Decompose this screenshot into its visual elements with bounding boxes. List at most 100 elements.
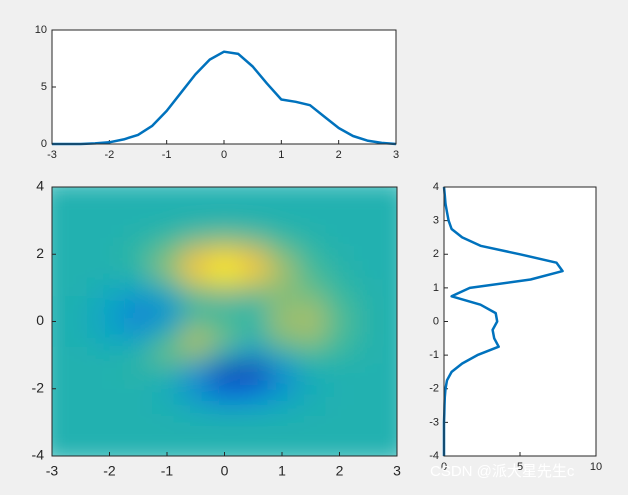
heatmap-cell: [238, 187, 269, 196]
heatmap-cell: [325, 212, 355, 230]
heatmap-cell: [238, 363, 269, 381]
heatmap-cell: [123, 346, 154, 365]
heatmap-cell: [66, 413, 96, 432]
heatmap-cell: [152, 329, 182, 348]
heatmap-cell: [296, 313, 326, 331]
heatmap-cell: [325, 397, 355, 415]
heatmap-cell: [152, 397, 182, 415]
heatmap-cell: [325, 413, 355, 432]
heatmap-cell: [353, 413, 384, 432]
heatmap-cell: [152, 212, 182, 230]
heatmap-cell: [95, 430, 125, 449]
heatmap-cell: [238, 279, 269, 297]
y-tick-label: -1: [429, 349, 439, 361]
heatmap-cell: [181, 279, 211, 297]
heatmap-cell: [66, 262, 96, 280]
heatmap-cell: [353, 430, 384, 449]
heatmap-cell: [52, 187, 67, 196]
heatmap-cell: [210, 447, 240, 456]
heatmap-cell: [382, 363, 397, 381]
heatmap-cell: [152, 447, 182, 456]
x-tick-label: -1: [162, 149, 172, 161]
heatmap-cell: [66, 195, 96, 213]
heatmap-cell: [210, 195, 240, 213]
heatmap-cell: [382, 212, 397, 230]
heatmap-cell: [267, 279, 297, 297]
heatmap-cell: [66, 380, 96, 398]
heatmap-cell: [238, 329, 269, 348]
axes-background: [444, 187, 596, 456]
heatmap-cell: [325, 195, 355, 213]
heatmap-cell: [267, 262, 297, 280]
heatmap-cell: [52, 262, 67, 280]
heatmap-cell: [152, 262, 182, 280]
heatmap-cell: [238, 380, 269, 398]
heatmap-cell: [238, 262, 269, 280]
heatmap-cell: [66, 430, 96, 449]
heatmap-cell: [353, 447, 384, 456]
heatmap-cell: [210, 187, 240, 196]
heatmap-cell: [353, 279, 384, 297]
heatmap-cell: [210, 262, 240, 280]
heatmap-cell: [66, 313, 96, 331]
heatmap-cell: [296, 279, 326, 297]
y-tick-label: 2: [36, 245, 44, 261]
x-tick-label: -3: [47, 149, 57, 161]
x-tick-label: -2: [103, 463, 116, 479]
heatmap-cell: [123, 212, 154, 230]
heatmap-cell: [95, 229, 125, 247]
heatmap-cell: [152, 187, 182, 196]
heatmap-cell: [152, 413, 182, 432]
heatmap-cell: [152, 430, 182, 449]
heatmap-cell: [210, 245, 240, 264]
line: [52, 50, 397, 146]
heatmap-cell: [382, 229, 397, 247]
heatmap-cell: [296, 296, 326, 314]
watermark: CSDN @派大星先生c: [430, 463, 575, 480]
heatmap-cell: [296, 430, 326, 449]
heatmap-cell: [66, 329, 96, 348]
heatmap-cell: [123, 313, 154, 331]
heatmap-cell: [95, 296, 125, 314]
heatmap-cell: [123, 397, 154, 415]
heatmap-cell: [267, 313, 297, 331]
heatmap-cell: [296, 380, 326, 398]
heatmap-cell: [210, 346, 240, 365]
heatmap-cell: [181, 195, 211, 213]
heatmap-cell: [152, 195, 182, 213]
heatmap-cell: [353, 229, 384, 247]
heatmap-cell: [52, 229, 67, 247]
heatmap-cell: [267, 329, 297, 348]
heatmap-cell: [267, 397, 297, 415]
heatmap-cell: [181, 262, 211, 280]
heatmap-cell: [267, 212, 297, 230]
heatmap-cell: [123, 187, 154, 196]
heatmap-cell: [238, 346, 269, 365]
heatmap-cell: [210, 380, 240, 398]
heatmap-cell: [325, 313, 355, 331]
heatmap-cell: [95, 447, 125, 456]
heatmap-cell: [52, 397, 67, 415]
y-tick-label: 0: [36, 312, 44, 328]
heatmap-cell: [353, 212, 384, 230]
heatmap-cell: [353, 187, 384, 196]
heatmap-cell: [66, 447, 96, 456]
y-tick-label: 0: [433, 315, 439, 327]
heatmap-cell: [123, 229, 154, 247]
heatmap-cell: [238, 212, 269, 230]
heatmap-cell: [95, 380, 125, 398]
heatmap-cell: [123, 447, 154, 456]
heatmap-cell: [382, 413, 397, 432]
heatmap-cell: [95, 329, 125, 348]
heatmap-cell: [52, 380, 67, 398]
heatmap-cell: [382, 187, 397, 196]
heatmap-cell: [325, 296, 355, 314]
heatmap-cell: [296, 212, 326, 230]
heatmap-cell: [210, 279, 240, 297]
heatmap-cell: [152, 346, 182, 365]
heatmap-cell: [296, 187, 326, 196]
x-tick-label: 0: [441, 461, 447, 473]
heatmap-cell: [382, 245, 397, 264]
heatmap-cell: [238, 296, 269, 314]
heatmap-cell: [210, 363, 240, 381]
